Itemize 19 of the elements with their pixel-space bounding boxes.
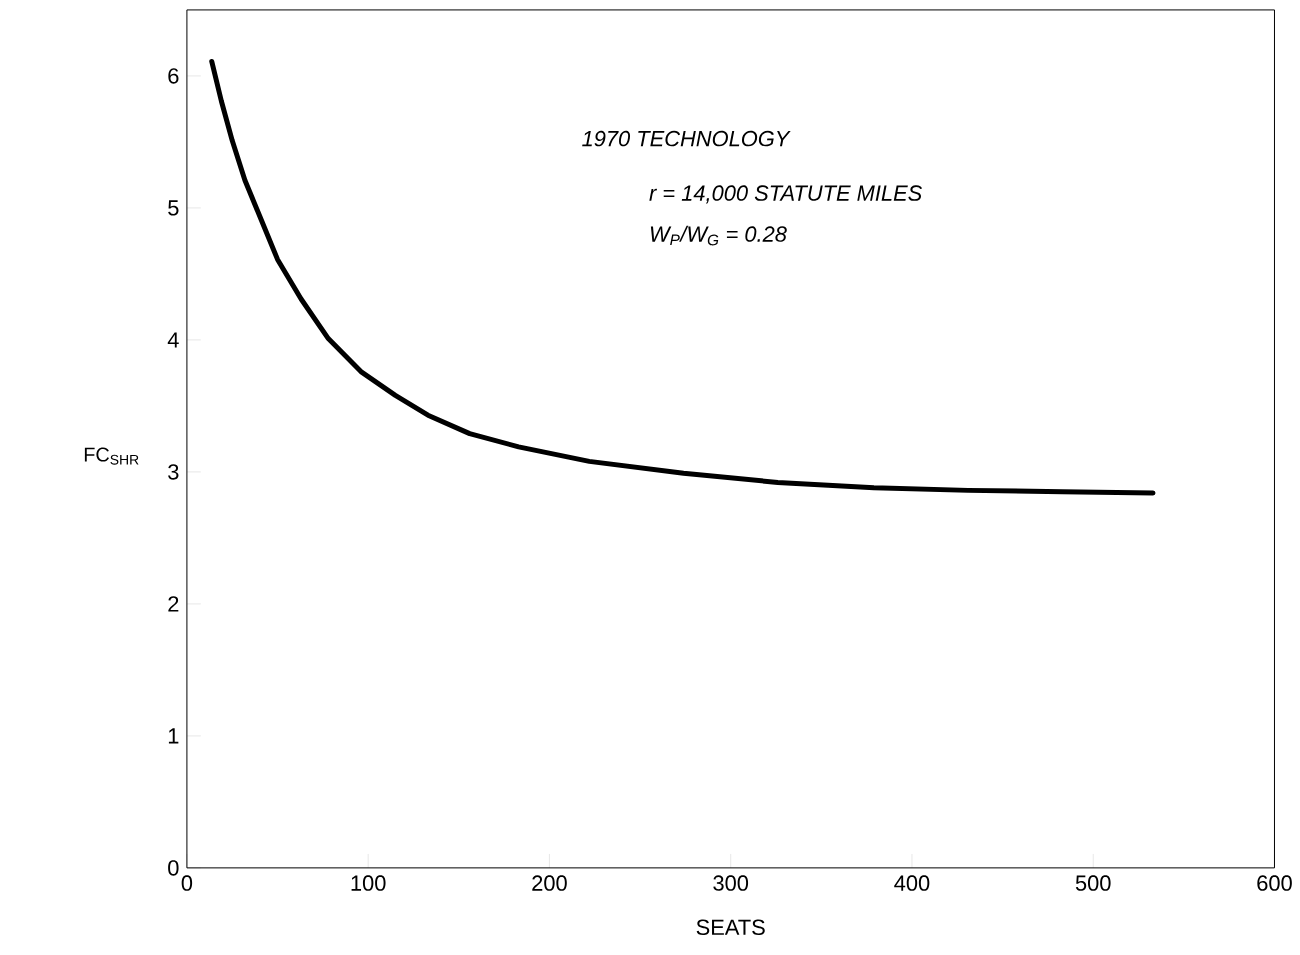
x-tick-label: 600 — [1257, 875, 1292, 891]
x-tick-label: 100 — [351, 875, 386, 891]
annotation: 1970 TECHNOLOGY — [582, 130, 791, 147]
x-axis-title: SEATS — [696, 919, 765, 935]
y-tick-label: 6 — [168, 67, 179, 84]
y-tick-label: 0 — [168, 859, 179, 876]
x-tick-label: 200 — [532, 875, 567, 891]
y-tick-label: 5 — [168, 200, 179, 216]
y-axis-title: FC$_{SHR}$ — [84, 447, 139, 465]
annotation: r = 14,000 STATUTE MILES — [649, 185, 923, 204]
annotation: W$_{P}$/W$_{G}$ = 0.28 — [650, 225, 787, 246]
x-tick-label: 300 — [713, 875, 749, 891]
x-tick-label: 0 — [181, 875, 193, 891]
x-tick-label: 400 — [894, 875, 930, 891]
y-tick-label: 4 — [167, 332, 179, 348]
y-tick-label: 3 — [168, 463, 179, 480]
x-tick-label: 500 — [1075, 875, 1111, 891]
y-tick-label: 1 — [168, 728, 179, 744]
y-tick-label: 2 — [168, 596, 179, 612]
